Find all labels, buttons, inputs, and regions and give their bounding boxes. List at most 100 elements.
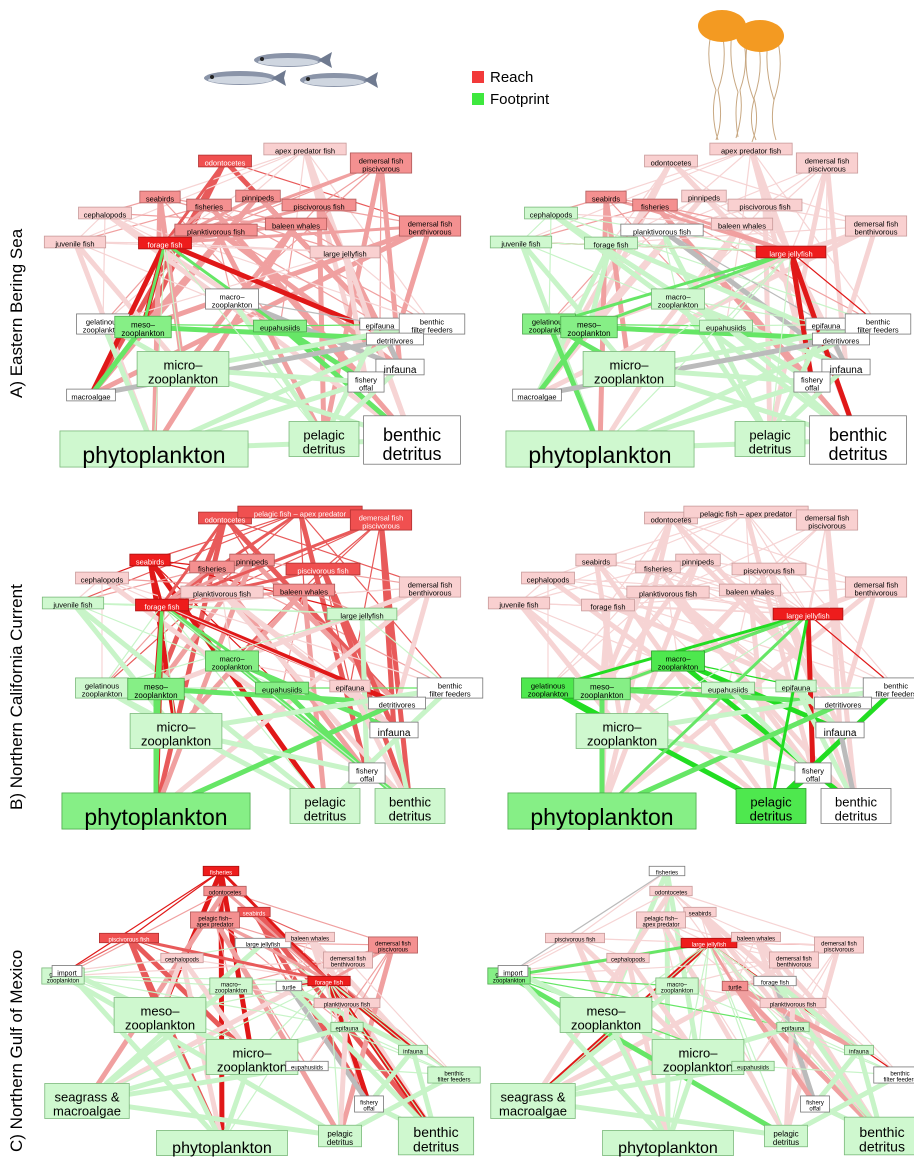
node-plank: planktivorous fish <box>174 223 258 237</box>
trophic-link <box>72 239 186 372</box>
node-label: fisheries <box>198 565 226 574</box>
focal-link <box>600 612 810 691</box>
node-label: cephalopods <box>165 958 199 964</box>
node-label: detritivores <box>377 337 414 346</box>
node-ljelly: large jellyfish <box>309 245 381 259</box>
node-label: meso– <box>140 1004 180 1019</box>
focal-link <box>163 241 282 328</box>
node-box <box>203 885 247 897</box>
node-detv: detritivores <box>814 696 872 710</box>
legend: Reach Footprint <box>472 69 550 108</box>
node-label: large jellyfish <box>769 250 812 259</box>
node-label: phytoplankton <box>618 1140 718 1157</box>
node-box <box>313 997 381 1009</box>
node-apex: apex predator fish <box>709 142 793 156</box>
node-label: epifauna <box>336 684 366 693</box>
node-label: detritus <box>327 1138 353 1147</box>
node-label: baleen whales <box>718 222 766 231</box>
node-box <box>680 937 738 949</box>
node-box <box>755 245 827 259</box>
node-label: demersal fish <box>854 580 899 589</box>
node-label: demersal fish <box>776 956 812 962</box>
node-label: demersal fish <box>359 513 404 522</box>
node-seab: seabirds <box>575 553 617 567</box>
trophic-link <box>516 600 774 809</box>
node-label: pelagic fish– <box>644 916 678 922</box>
node-label: detritus <box>859 1138 905 1154</box>
trophic-link <box>286 983 372 1107</box>
node-box <box>843 1116 914 1156</box>
node-box <box>369 721 419 739</box>
node-pfap: pelagic fish – apex predator <box>683 505 809 519</box>
node-box <box>575 713 669 749</box>
focal-link <box>160 603 284 690</box>
node-label: baleen whales <box>280 588 328 597</box>
node-label: large jellyfish <box>323 250 366 259</box>
node-label: detritivores <box>379 701 416 710</box>
focal-link <box>769 251 792 440</box>
node-epif: epifauna <box>359 317 401 331</box>
node-box <box>651 1039 745 1075</box>
node-pisc: piscivorous fish <box>727 198 803 212</box>
node-phyto: phytoplankton <box>507 792 697 830</box>
node-box <box>114 315 172 339</box>
node-box <box>735 788 807 824</box>
trophic-link <box>151 221 299 452</box>
node-box <box>272 583 336 597</box>
node-label: benthic <box>835 795 877 810</box>
node-label: benthivorous <box>409 588 452 597</box>
trophic-link <box>286 983 439 1139</box>
node-box <box>398 313 466 335</box>
node-box <box>354 1095 384 1113</box>
node-label: epifauna <box>335 1027 359 1033</box>
node-macro: macro–zooplankton <box>205 288 259 310</box>
node-ceph: cephalopods <box>524 206 578 220</box>
node-label: phytoplankton <box>172 1140 272 1157</box>
node-box <box>180 585 264 599</box>
node-label: juvenile fish <box>500 240 540 249</box>
trophic-link <box>603 1012 671 1146</box>
node-label: zooplankton <box>661 989 693 995</box>
node-plank: planktivorous fish <box>620 223 704 237</box>
focal-link <box>101 604 163 689</box>
node-baleen: baleen whales <box>264 217 328 231</box>
trophic-link <box>224 517 431 588</box>
node-box <box>844 313 912 335</box>
trophic-link <box>547 511 747 689</box>
node-box <box>809 415 907 465</box>
node-box <box>820 788 892 824</box>
node-box <box>275 980 303 992</box>
row-label-a: A) Eastern Bering Sea <box>7 228 26 398</box>
node-box <box>366 332 424 346</box>
node-box <box>585 190 627 204</box>
node-box <box>309 245 381 259</box>
node-box <box>648 865 686 877</box>
node-ljelly: large jellyfish <box>680 937 738 949</box>
trophic-link <box>670 517 877 588</box>
node-box <box>285 1060 329 1072</box>
node-label: macro– <box>665 654 691 663</box>
node-label: piscivorous fish <box>743 567 794 576</box>
node-box <box>135 598 189 612</box>
node-box <box>775 679 817 693</box>
trophic-link <box>66 870 222 972</box>
node-box <box>844 215 908 237</box>
node-plank: planktivorous fish <box>180 585 264 599</box>
trophic-link <box>224 160 431 227</box>
node-label: import <box>57 970 77 977</box>
node-label: infauna <box>849 1050 869 1056</box>
node-label: zooplankton <box>47 979 79 985</box>
node-ljelly: large jellyfish <box>234 937 292 949</box>
node-box <box>764 1124 808 1148</box>
node-label: eupahusiids <box>262 686 302 695</box>
node-meso: meso–zooplankton <box>573 677 631 701</box>
